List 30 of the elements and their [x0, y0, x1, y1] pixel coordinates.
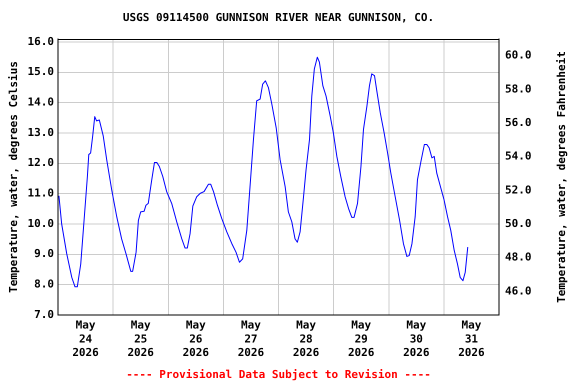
x-tick-label: May 26 2026 — [182, 318, 210, 360]
y-tick-label: 8.0 — [34, 278, 54, 291]
y-tick-label: 11.0 — [28, 186, 54, 200]
y2-tick-label: 50.0 — [505, 216, 532, 230]
y-tick-label: 16.0 — [28, 34, 54, 48]
y2-tick-label: 52.0 — [505, 183, 532, 196]
x-tick-label: May 30 2026 — [403, 318, 430, 360]
y-tick-label: 14.0 — [28, 96, 54, 109]
x-tick-label: May 25 2026 — [127, 318, 154, 360]
y-tick-label: 9.0 — [34, 247, 54, 260]
y-tick-label: 7.0 — [34, 308, 54, 321]
y-tick-label: 13.0 — [28, 126, 54, 139]
y-tick-label: 15.0 — [28, 65, 54, 78]
y-tick-label: 10.0 — [28, 216, 54, 230]
chart-title: USGS 09114500 GUNNISON RIVER NEAR GUNNISON, CO. — [122, 10, 434, 24]
text: ---- Provisional Data Subject to Revision ---- — [126, 368, 431, 381]
y2-tick-label: 56.0 — [505, 116, 532, 130]
y2-tick-label: 58.0 — [505, 82, 532, 96]
x-tick-label: May 27 2026 — [238, 318, 265, 360]
y-axis-title: Temperature, water, degrees Celsius — [6, 61, 20, 293]
y2-tick-label: 54.0 — [505, 150, 532, 163]
x-tick-label: May 29 2026 — [348, 318, 375, 360]
x-tick-label: May 28 2026 — [292, 318, 320, 360]
y2-tick-label: 48.0 — [505, 250, 532, 264]
y2-axis-title: Temperature, water, degrees Fahrenheit — [554, 51, 568, 303]
y2-tick-label: 60.0 — [505, 48, 532, 62]
y2-tick-label: 46.0 — [505, 284, 532, 298]
y-tick-label: 12.0 — [28, 156, 54, 170]
x-tick-label: May 31 2026 — [458, 318, 486, 360]
x-tick-label: May 24 2026 — [72, 318, 100, 360]
